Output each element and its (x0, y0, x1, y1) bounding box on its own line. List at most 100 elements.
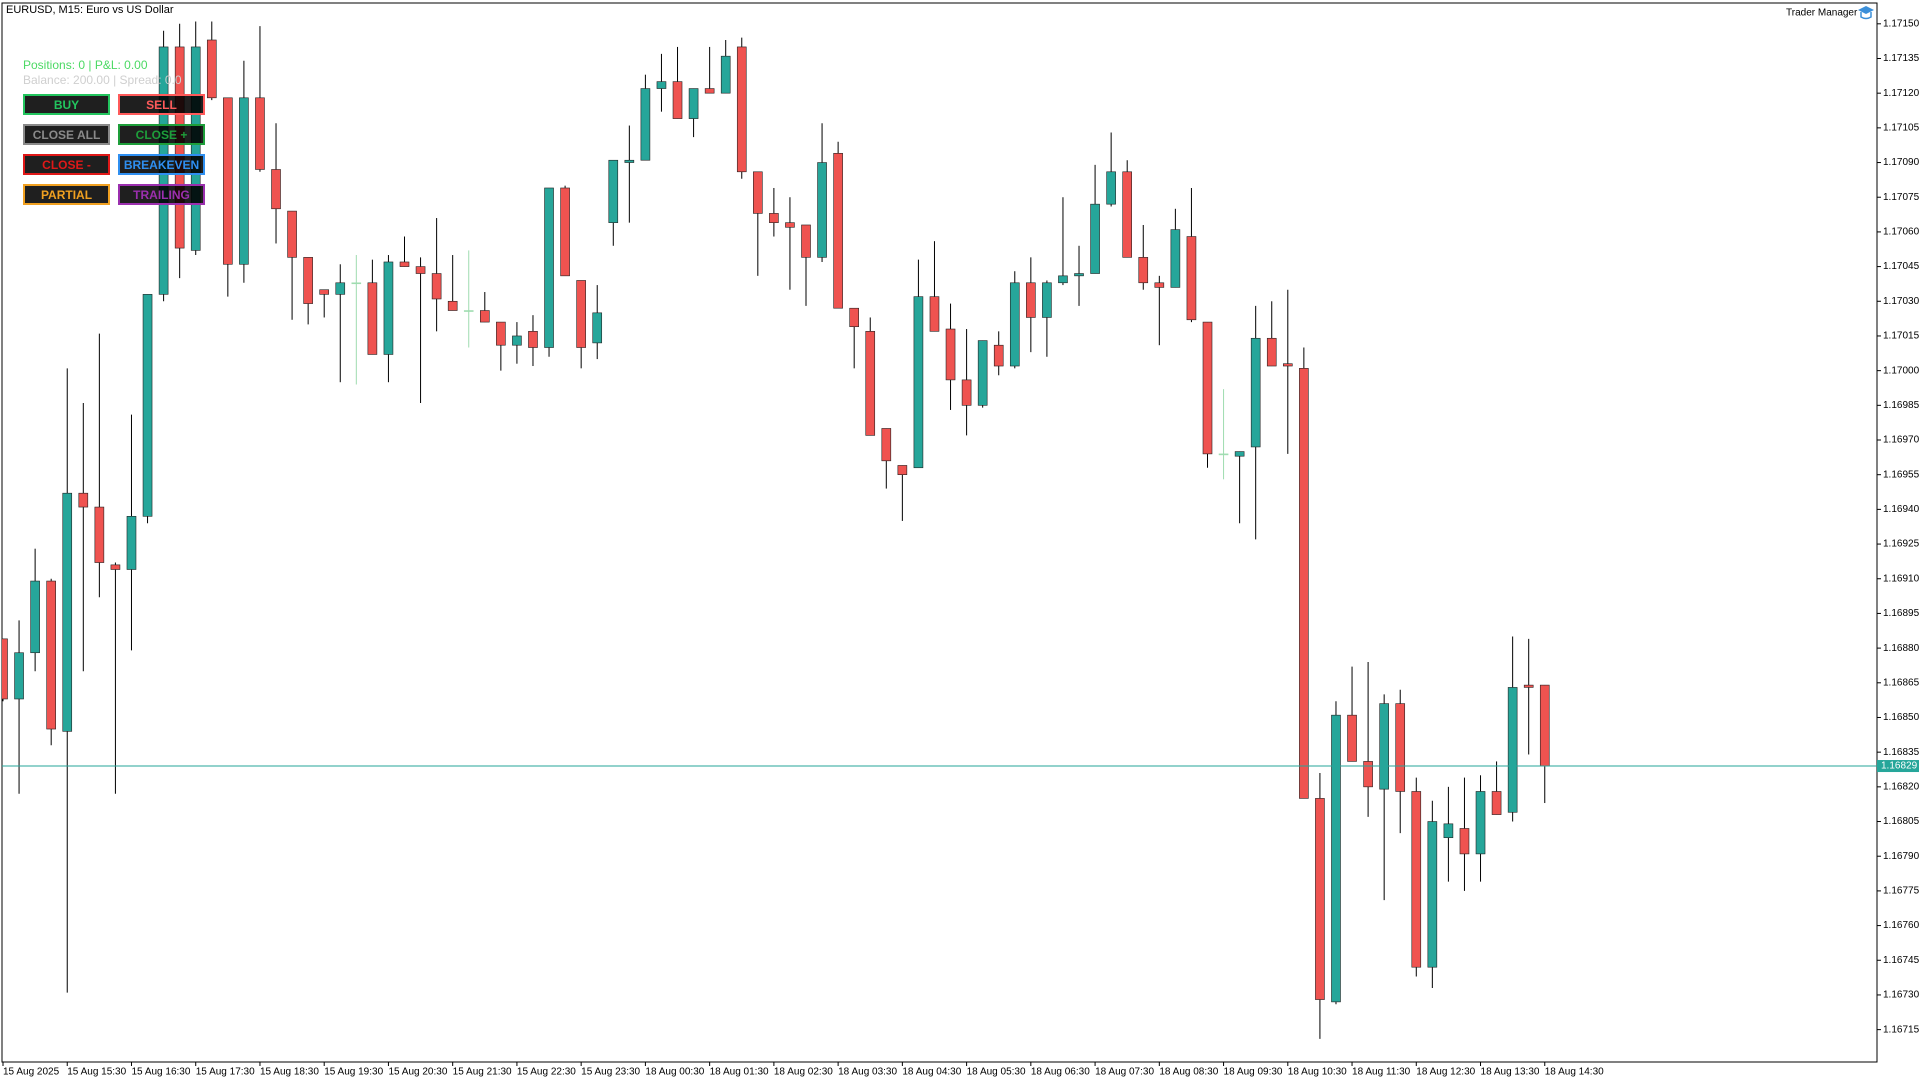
candle-body (1009, 282, 1020, 367)
y-tick-label: 1.17090 (1883, 157, 1920, 168)
last-price-label: 1.16829 (1881, 761, 1918, 772)
candle-body (1427, 821, 1438, 968)
x-tick-label: 15 Aug 23:30 (581, 1067, 640, 1078)
candle-body (977, 340, 988, 406)
x-tick-label: 18 Aug 05:30 (967, 1067, 1026, 1078)
candle-body (1202, 321, 1213, 455)
candle-body (110, 564, 121, 570)
x-tick-label: 18 Aug 13:30 (1481, 1067, 1540, 1078)
x-tick-label: 18 Aug 07:30 (1095, 1067, 1154, 1078)
y-tick-label: 1.16880 (1883, 643, 1920, 654)
candle-body (271, 169, 281, 210)
candle-body (174, 46, 185, 249)
candle-body (142, 294, 153, 517)
candle-body (897, 465, 908, 475)
candle-body (833, 152, 843, 309)
x-tick-label: 18 Aug 04:30 (902, 1067, 961, 1078)
y-tick-label: 1.16985 (1883, 400, 1920, 411)
y-tick-label: 1.17105 (1883, 123, 1920, 134)
y-tick-label: 1.17015 (1883, 331, 1920, 342)
candle-body (801, 224, 811, 258)
trade-button[interactable]: BUY (23, 94, 110, 115)
candle-body (383, 261, 394, 355)
candle-body (1523, 684, 1534, 688)
candle-body (592, 312, 603, 344)
candle-body (1186, 236, 1197, 321)
chart-title: EURUSD, M15: Euro vs US Dollar (6, 4, 174, 16)
plot-area (2, 21, 1550, 1039)
candle-body (239, 97, 249, 265)
candle-body (560, 187, 570, 277)
trade-button[interactable]: CLOSE + (118, 124, 205, 145)
trade-button[interactable]: SELL (118, 94, 205, 115)
y-tick-label: 1.17045 (1883, 261, 1920, 272)
candle-body (1363, 761, 1373, 788)
y-tick-label: 1.16865 (1883, 677, 1920, 688)
candle-body (78, 492, 89, 508)
candle-body (1234, 451, 1245, 457)
candle-body (1443, 823, 1454, 839)
candle-body (94, 506, 105, 563)
y-tick-label: 1.17120 (1883, 88, 1920, 99)
candle-body (576, 280, 586, 348)
candle-body (1491, 791, 1502, 815)
x-tick-label: 15 Aug 15:30 (67, 1067, 126, 1078)
x-tick-label: 18 Aug 02:30 (774, 1067, 833, 1078)
candle-body (881, 428, 892, 462)
y-tick-label: 1.17060 (1883, 227, 1920, 238)
candle-body (1026, 282, 1036, 318)
candle-body (849, 307, 859, 328)
candle-body (1042, 282, 1052, 318)
panel-name: Trader Manager (1786, 8, 1858, 19)
candle-body (1411, 791, 1422, 968)
candle-body (351, 282, 362, 285)
x-tick-label: 15 Aug 17:30 (196, 1067, 255, 1078)
y-tick-label: 1.16745 (1883, 955, 1920, 966)
candle-body (624, 159, 635, 163)
candle-body (865, 331, 876, 436)
candle-body (496, 321, 506, 346)
y-tick-label: 1.16730 (1883, 990, 1920, 1001)
candle-body (1106, 171, 1116, 205)
candle-body (431, 273, 442, 300)
candle-body (704, 88, 715, 94)
y-tick-label: 1.16760 (1883, 920, 1920, 931)
candle-body (913, 296, 924, 469)
positions-status: Positions: 0 | P&L: 0.00 (23, 58, 148, 72)
candle-body (1331, 714, 1341, 1003)
candle-body (785, 222, 795, 228)
candle-body (463, 310, 474, 312)
candle-body (1122, 171, 1132, 258)
trade-button[interactable]: BREAKEVEN (118, 154, 205, 175)
candle-body (1138, 257, 1149, 284)
candle-body (1154, 282, 1165, 288)
y-tick-label: 1.17135 (1883, 53, 1920, 64)
x-tick-label: 15 Aug 19:30 (324, 1067, 383, 1078)
candle-body (1347, 714, 1357, 762)
candle-body (1395, 703, 1406, 792)
candle-body (753, 171, 763, 214)
y-tick-label: 1.16820 (1883, 781, 1920, 792)
y-tick-label: 1.16835 (1883, 747, 1920, 758)
x-tick-label: 18 Aug 08:30 (1159, 1067, 1218, 1078)
trade-button[interactable]: CLOSE ALL (23, 124, 110, 145)
trade-button[interactable]: PARTIAL (23, 184, 110, 205)
candle-body (1218, 453, 1229, 456)
candle-body (672, 81, 683, 119)
candle-body (62, 492, 73, 732)
trade-button[interactable]: TRAILING (118, 184, 205, 205)
candle-body (945, 328, 956, 381)
candle-body (688, 88, 699, 119)
candle-body (206, 39, 217, 99)
trade-button[interactable]: CLOSE - (23, 154, 110, 175)
y-tick-label: 1.16925 (1883, 539, 1920, 550)
candle-body (335, 282, 346, 295)
x-tick-label: 18 Aug 09:30 (1224, 1067, 1283, 1078)
candle-body (190, 46, 201, 251)
x-tick-label: 18 Aug 11:30 (1352, 1067, 1411, 1078)
y-tick-label: 1.17150 (1883, 18, 1920, 29)
candle-body (1315, 798, 1325, 1000)
candle-body (1266, 337, 1277, 367)
candle-body (30, 580, 40, 654)
